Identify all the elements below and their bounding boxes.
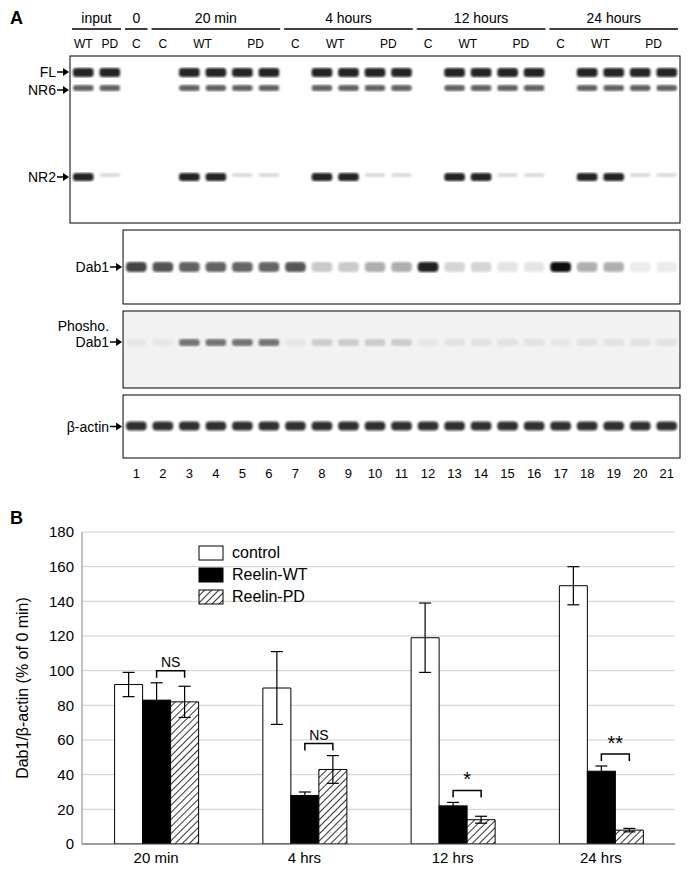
svg-text:15: 15 [500,466,514,481]
svg-text:40: 40 [57,766,74,783]
svg-text:Dab1: Dab1 [76,334,110,350]
svg-text:16: 16 [527,466,541,481]
svg-text:β-actin: β-actin [67,419,109,435]
svg-text:PD: PD [101,37,118,51]
svg-text:6: 6 [265,466,272,481]
svg-text:C: C [132,37,141,51]
svg-text:18: 18 [580,466,594,481]
svg-text:1: 1 [133,466,140,481]
svg-text:24 hours: 24 hours [586,10,640,26]
svg-text:4: 4 [212,466,219,481]
svg-text:12: 12 [421,466,435,481]
svg-text:140: 140 [49,593,74,610]
svg-text:Dab1/β-actin (% of 0 min): Dab1/β-actin (% of 0 min) [14,597,31,779]
svg-text:20: 20 [57,801,74,818]
svg-text:2: 2 [159,466,166,481]
svg-text:8: 8 [318,466,325,481]
svg-text:*: * [463,768,471,790]
svg-text:10: 10 [368,466,382,481]
svg-text:13: 13 [447,466,461,481]
html-text:control: control [232,544,280,561]
svg-text:12 hours: 12 hours [454,10,508,26]
svg-text:20 min: 20 min [195,10,237,26]
html-text:Reelin-PD: Reelin-PD [232,588,305,605]
svg-text:NS: NS [309,727,328,743]
svg-text:19: 19 [606,466,620,481]
svg-text:WT: WT [591,37,610,51]
svg-text:180: 180 [49,523,74,540]
svg-text:80: 80 [57,697,74,714]
svg-text:C: C [158,37,167,51]
svg-text:input: input [81,10,111,26]
svg-text:4 hrs: 4 hrs [288,849,321,866]
svg-text:WT: WT [326,37,345,51]
svg-text:12 hrs: 12 hrs [432,849,474,866]
svg-text:100: 100 [49,662,74,679]
html-text:B: B [10,508,23,528]
svg-text:7: 7 [292,466,299,481]
html-text:Reelin-WT: Reelin-WT [232,566,308,583]
svg-text:17: 17 [553,466,567,481]
svg-text:PD: PD [513,37,530,51]
svg-text:60: 60 [57,731,74,748]
svg-text:PD: PD [645,37,662,51]
svg-text:20 min: 20 min [134,849,179,866]
svg-text:NR2: NR2 [28,169,56,185]
svg-text:4 hours: 4 hours [325,10,372,26]
svg-text:C: C [556,37,565,51]
svg-text:3: 3 [186,466,193,481]
svg-text:11: 11 [395,466,409,481]
svg-text:**: ** [608,732,624,754]
svg-text:C: C [291,37,300,51]
svg-text:Dab1: Dab1 [76,259,110,275]
svg-text:PD: PD [247,37,264,51]
svg-text:WT: WT [458,37,477,51]
svg-text:20: 20 [633,466,647,481]
svg-text:NR6: NR6 [28,82,56,98]
svg-text:Phosho.: Phosho. [58,318,109,334]
svg-text:21: 21 [660,466,674,481]
svg-text:WT: WT [193,37,212,51]
svg-text:0: 0 [132,10,140,26]
svg-text:NS: NS [161,654,180,670]
svg-text:FL: FL [40,64,57,80]
svg-text:A: A [10,8,23,28]
svg-text:5: 5 [239,466,246,481]
svg-text:0: 0 [66,835,74,852]
svg-text:WT: WT [74,37,93,51]
svg-text:9: 9 [345,466,352,481]
svg-text:160: 160 [49,558,74,575]
svg-text:C: C [424,37,433,51]
svg-text:PD: PD [380,37,397,51]
svg-text:14: 14 [474,466,488,481]
svg-text:24 hrs: 24 hrs [580,849,622,866]
svg-text:120: 120 [49,627,74,644]
